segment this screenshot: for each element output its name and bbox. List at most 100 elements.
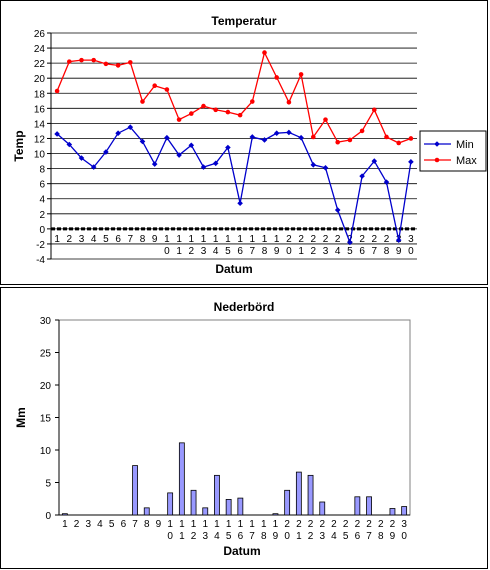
data-point-min <box>359 173 365 179</box>
precipitation-bar <box>284 489 291 516</box>
precipitation-bar <box>366 496 372 516</box>
data-point-min <box>298 134 304 141</box>
temperature-y-tick-label: 2 <box>39 210 45 221</box>
precipitation-y-tick-label: 5 <box>45 479 51 490</box>
precipitation-x-axis-title: Datum <box>223 544 260 558</box>
temperature-x-tick-label: 1 <box>54 234 60 245</box>
data-point-min <box>151 161 158 167</box>
temperature-x-tick-label: 9 <box>152 234 158 245</box>
data-point-max <box>237 112 243 118</box>
temperature-y-tick-label: -2 <box>36 240 45 251</box>
data-point-max <box>225 109 231 115</box>
precipitation-bar <box>295 471 302 516</box>
data-point-min <box>115 130 121 136</box>
temperature-y-tick-label: 16 <box>34 104 46 115</box>
temperature-x-tick-label: 6 <box>115 234 121 245</box>
data-point-min <box>176 152 182 158</box>
temperature-y-tick-label: 24 <box>34 44 46 55</box>
legend-label-min: Min <box>456 139 474 151</box>
temperature-legend-box <box>419 130 487 172</box>
data-point-min <box>286 129 292 136</box>
data-point-min <box>139 138 146 145</box>
data-point-max <box>384 134 389 140</box>
data-point-max <box>298 72 304 77</box>
data-point-min <box>103 149 109 155</box>
data-point-min <box>66 141 73 148</box>
temperature-x-tick-label: 3 <box>79 234 85 245</box>
precipitation-plot-area <box>58 319 411 516</box>
data-point-min <box>237 200 243 207</box>
data-point-max <box>189 111 194 116</box>
data-point-min <box>334 207 341 213</box>
temperature-chart-panel: Temperatur -4 -2 0 2 4 6 8 10 12 14 16 18 20 22 24 26 1 2 3… <box>0 0 488 285</box>
temperature-x-tick-label: 4 <box>91 234 97 245</box>
temperature-y-tick-label: 12 <box>34 134 46 145</box>
data-point-max <box>274 75 280 80</box>
data-point-min <box>90 164 97 170</box>
data-point-min <box>78 155 85 161</box>
data-point-min <box>188 142 195 149</box>
data-point-max <box>201 103 206 109</box>
precipitation-bar <box>225 498 232 516</box>
precipitation-chart-title: Nederbörd <box>214 300 275 314</box>
precipitation-y-tick-label: 20 <box>40 381 52 392</box>
precipitation-x-tick-label: 4 <box>97 519 103 530</box>
precipitation-bar <box>272 513 279 516</box>
precipitation-y-tick-label: 30 <box>40 316 52 327</box>
temperature-y-tick-label: 0 <box>39 225 45 236</box>
precipitation-bar <box>237 497 244 516</box>
precipitation-bar <box>143 507 150 516</box>
temperature-y-tick-label: 26 <box>34 29 46 40</box>
data-point-min <box>261 137 268 143</box>
temperature-y-tick-label: 22 <box>34 59 46 70</box>
temperature-y-tick-label: 10 <box>34 150 46 161</box>
data-point-max <box>67 59 72 64</box>
temperature-x-tick-label: 8 <box>140 234 146 245</box>
precipitation-x-tick-label: 2 <box>74 519 80 530</box>
precipitation-bar <box>61 513 68 516</box>
data-point-min <box>310 162 317 168</box>
data-point-min <box>249 134 256 140</box>
precipitation-bar <box>132 465 138 516</box>
data-point-max <box>335 139 341 145</box>
data-point-min <box>200 164 207 170</box>
temperature-x-tick-label: 2 <box>67 234 73 245</box>
data-point-min <box>395 237 402 243</box>
legend-marker-max <box>434 157 440 163</box>
data-point-max <box>262 50 267 55</box>
precipitation-x-tick-label: 3 <box>85 519 91 530</box>
precipitation-x-tick-label: 5 <box>109 519 115 530</box>
precipitation-bar <box>319 501 326 516</box>
precipitation-bar <box>202 507 209 516</box>
legend-label-max: Max <box>456 155 477 167</box>
precipitation-y-tick-label: 10 <box>40 446 52 457</box>
data-point-max <box>311 134 316 140</box>
temperature-y-tick-label: 8 <box>39 165 45 176</box>
data-point-min <box>212 160 219 167</box>
data-point-max <box>103 61 109 67</box>
temperature-y-tick-label: 14 <box>34 119 46 130</box>
precipitation-bar <box>401 506 408 516</box>
temperature-y-tick-label: 4 <box>39 195 45 206</box>
precipitation-x-tick-label: 9 <box>156 519 162 530</box>
temperature-y-tick-label: -4 <box>36 255 45 266</box>
data-point-max <box>176 117 182 122</box>
precipitation-bar <box>190 489 197 516</box>
